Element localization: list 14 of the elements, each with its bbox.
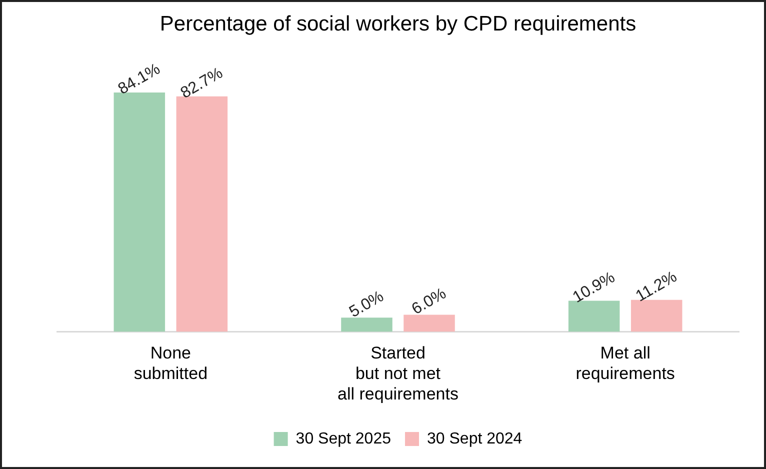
x-tick-label: Started but not met all requirements	[338, 344, 458, 404]
x-tick-label: None submitted	[134, 344, 208, 384]
legend-label: 30 Sept 2025	[296, 430, 392, 448]
data-label: 5.0%	[346, 288, 387, 322]
bar	[176, 96, 228, 332]
chart-title: Percentage of social workers by CPD requirements	[160, 12, 636, 36]
x-tick-label: Met all requirements	[576, 344, 675, 384]
bar	[114, 92, 166, 332]
legend-label: 30 Sept 2024	[427, 430, 522, 448]
bar	[341, 318, 392, 332]
bar	[630, 300, 682, 332]
bar	[404, 314, 455, 332]
data-label: 6.0%	[409, 285, 450, 318]
bar	[568, 300, 620, 332]
